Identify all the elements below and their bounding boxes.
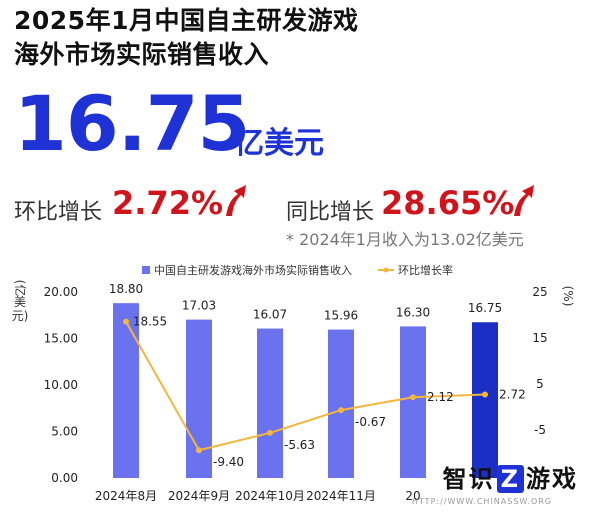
headline-unit: 亿美元 xyxy=(234,126,324,161)
footnote: * 2024年1月收入为13.02亿美元 xyxy=(286,230,524,249)
legend-bar-label: 中国自主研发游戏海外市场实际销售收入 xyxy=(154,263,352,277)
category-tick-label: 2024年11月 xyxy=(306,489,376,503)
growth-value-label: 2.12 xyxy=(427,390,454,404)
logo-text-1: 智识 xyxy=(442,465,495,493)
legend-line-marker xyxy=(383,267,389,273)
left-tick-label: 15.00 xyxy=(44,332,78,346)
growth-line xyxy=(125,321,486,452)
growth-value-label: -5.63 xyxy=(284,438,315,452)
growth-value-label: -9.40 xyxy=(213,455,244,469)
growth-value-label: -0.67 xyxy=(355,415,386,429)
legend-bar-swatch xyxy=(142,266,150,274)
right-tick-label: 15 xyxy=(532,331,547,345)
bar xyxy=(113,303,139,478)
bar xyxy=(472,322,498,478)
site-logo: 智识 Z 游戏 xyxy=(443,459,578,494)
right-tick-label: 25 xyxy=(532,285,547,299)
bar-value-label: 15.96 xyxy=(324,309,358,323)
bar xyxy=(328,329,354,478)
yoy-value: 28.65% xyxy=(381,184,515,222)
logo-url: HTTP://WWW.CHINASSW.ORG xyxy=(411,497,552,506)
right-axis-label: (%) xyxy=(561,286,575,307)
growth-value-label: 18.55 xyxy=(133,315,167,329)
growth-point xyxy=(410,394,416,401)
right-tick-label: -5 xyxy=(534,423,546,437)
chart-title: 2025年1月中国自主研发游戏 海外市场实际销售收入 xyxy=(14,4,358,72)
left-tick-label: 20.00 xyxy=(44,285,78,299)
bar-value-label: 16.07 xyxy=(253,308,287,322)
legend-line-label: 环比增长率 xyxy=(398,263,453,277)
left-tick-label: 10.00 xyxy=(44,378,78,392)
title-line-2: 海外市场实际销售收入 xyxy=(14,40,270,69)
category-tick-label: 20 xyxy=(405,489,420,503)
bar-value-label: 16.30 xyxy=(396,305,430,319)
mom-label: 环比增长 xyxy=(14,200,103,225)
logo-text-2: 游戏 xyxy=(526,465,578,493)
bar xyxy=(400,326,426,478)
growth-point xyxy=(123,318,129,325)
left-axis-label: 元) xyxy=(12,309,29,323)
left-tick-label: 0.00 xyxy=(51,471,78,485)
growth-point xyxy=(482,391,488,398)
growth-point xyxy=(338,407,344,414)
headline-value: 16.75 xyxy=(14,79,250,168)
right-tick-label: 5 xyxy=(536,377,544,391)
growth-point xyxy=(267,429,273,436)
left-axis-label: (亿 xyxy=(13,280,28,297)
growth-point xyxy=(196,447,202,454)
bar xyxy=(186,319,212,478)
bar-value-label: 17.03 xyxy=(182,299,216,313)
category-tick-label: 2024年9月 xyxy=(168,489,230,503)
growth-value-label: 2.72 xyxy=(499,387,526,401)
title-line-1: 2025年1月中国自主研发游戏 xyxy=(14,6,359,35)
up-arrow-icon xyxy=(514,185,534,216)
logo-z-icon: Z xyxy=(496,465,524,493)
bar xyxy=(257,328,283,478)
bar-value-label: 18.80 xyxy=(109,282,143,296)
category-tick-label: 2024年10月 xyxy=(235,489,305,503)
up-arrow-icon xyxy=(226,185,246,216)
bar-value-label: 16.75 xyxy=(468,301,502,315)
yoy-label: 同比增长 xyxy=(286,200,375,225)
left-axis-label: 美 xyxy=(14,295,26,309)
left-tick-label: 5.00 xyxy=(51,425,78,439)
category-tick-label: 2024年8月 xyxy=(95,489,157,503)
mom-value: 2.72% xyxy=(112,184,224,222)
